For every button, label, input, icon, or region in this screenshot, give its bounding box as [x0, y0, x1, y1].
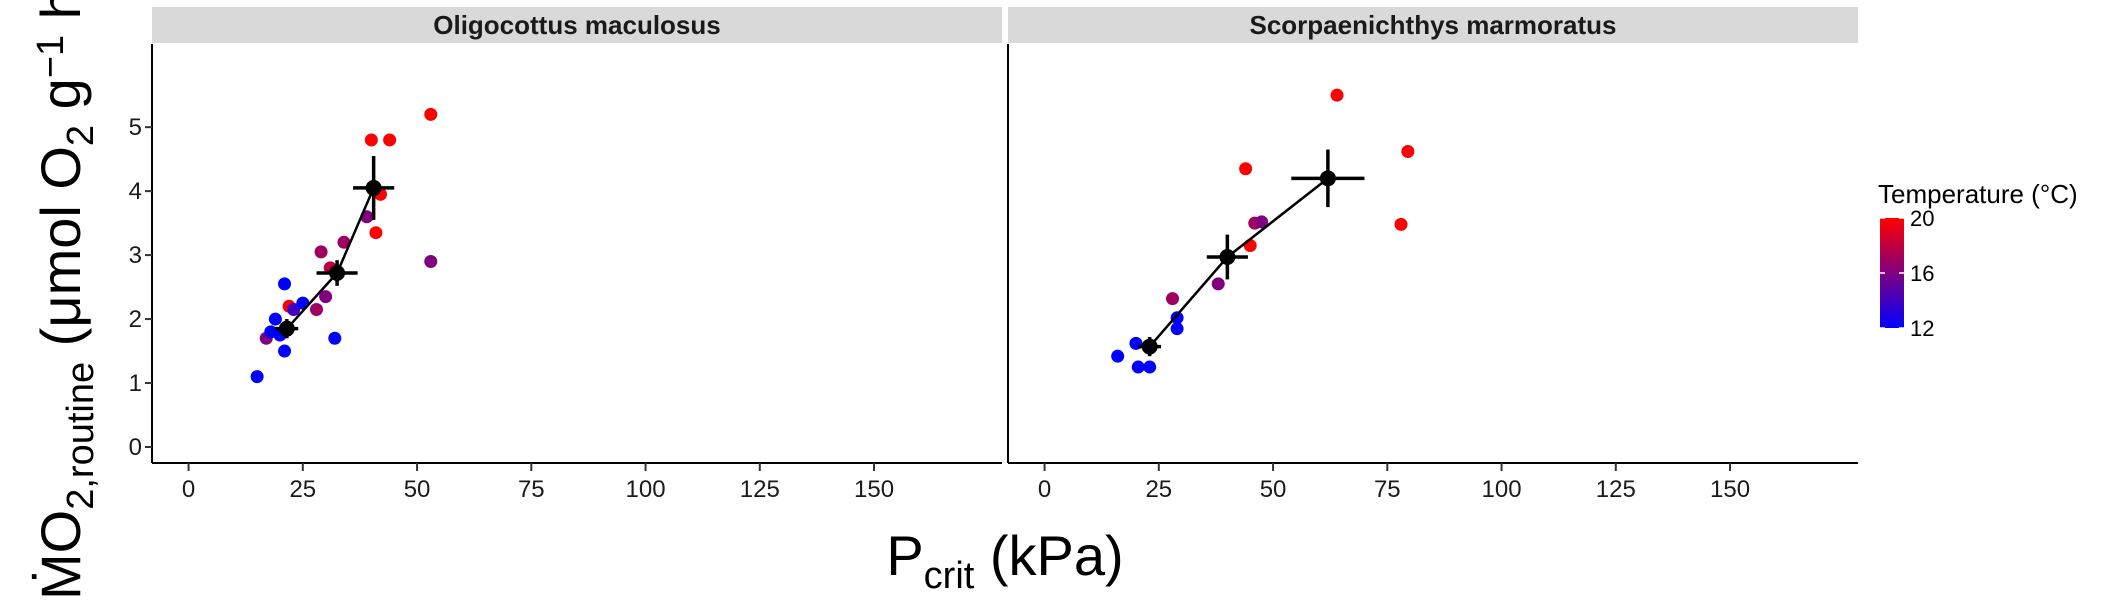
data-point — [1170, 322, 1184, 336]
x-tick-label: 125 — [1596, 476, 1636, 503]
x-tick-label: 100 — [626, 476, 666, 503]
data-point — [268, 312, 282, 326]
panel-strip — [152, 7, 1002, 43]
data-point — [278, 344, 292, 358]
data-point — [287, 302, 301, 316]
legend-tick-label: 16 — [1910, 261, 1934, 286]
x-tick-label: 0 — [1038, 476, 1051, 503]
x-tick-label: 125 — [740, 476, 780, 503]
data-point — [337, 235, 351, 249]
y-tick-label: 1 — [129, 370, 142, 397]
data-point — [1330, 88, 1344, 102]
panel-title: Scorpaenichthys marmoratus — [1249, 10, 1616, 40]
x-tick-label: 25 — [1145, 476, 1172, 503]
data-point — [319, 290, 333, 304]
data-point — [1170, 311, 1184, 325]
data-point — [328, 331, 342, 345]
x-tick-label: 150 — [854, 476, 894, 503]
data-point — [424, 107, 438, 121]
x-tick-label: 50 — [404, 476, 431, 503]
mean-point — [1319, 170, 1336, 187]
y-tick-label: 0 — [129, 434, 142, 461]
data-point — [383, 133, 397, 147]
panel-2: Scorpaenichthys marmoratus 0 25 50 75 100 125 1… — [1007, 7, 1858, 503]
panel-title: Oligocottus maculosus — [433, 10, 721, 40]
data-point — [1143, 360, 1157, 374]
legend: Temperature (°C) 12 16 20 — [1878, 179, 2078, 341]
data-point — [1166, 292, 1180, 306]
data-point — [1131, 360, 1145, 374]
data-point — [1239, 162, 1253, 176]
data-point — [310, 302, 324, 316]
mean-point — [329, 265, 346, 282]
mean-point — [365, 179, 382, 196]
x-tick-label: 50 — [1260, 476, 1287, 503]
data-point — [1394, 217, 1408, 231]
data-point — [250, 370, 264, 384]
mean-point — [1219, 249, 1236, 266]
y-tick-label: 3 — [129, 242, 142, 269]
x-axis-title: Pcrit (kPa) — [886, 524, 1123, 597]
data-point — [364, 133, 378, 147]
legend-title: Temperature (°C) — [1878, 179, 2078, 209]
x-tick-label: 25 — [289, 476, 316, 503]
data-point — [314, 245, 328, 259]
data-point — [1401, 144, 1415, 158]
legend-tick-label: 12 — [1910, 316, 1934, 341]
data-point — [1243, 239, 1257, 253]
panel-strip — [1008, 7, 1858, 43]
x-tick-label: 75 — [518, 476, 545, 503]
y-tick-label: 4 — [129, 178, 142, 205]
y-axis-title: ṀO2,routine (μmol O2 g−1 h — [29, 0, 102, 600]
x-tick-label: 75 — [1374, 476, 1401, 503]
mean-point — [278, 320, 295, 337]
data-point — [278, 277, 292, 291]
data-point — [369, 226, 383, 240]
data-point — [1255, 215, 1269, 229]
x-tick-label: 150 — [1710, 476, 1750, 503]
x-tick-label: 100 — [1482, 476, 1522, 503]
legend-tick-label: 20 — [1910, 206, 1934, 231]
mean-point — [1141, 338, 1158, 355]
data-point — [424, 254, 438, 268]
x-tick-label: 0 — [182, 476, 195, 503]
data-point — [1211, 277, 1225, 291]
data-point — [1111, 349, 1125, 363]
y-tick-label: 5 — [129, 114, 142, 141]
y-tick-label: 2 — [129, 306, 142, 333]
